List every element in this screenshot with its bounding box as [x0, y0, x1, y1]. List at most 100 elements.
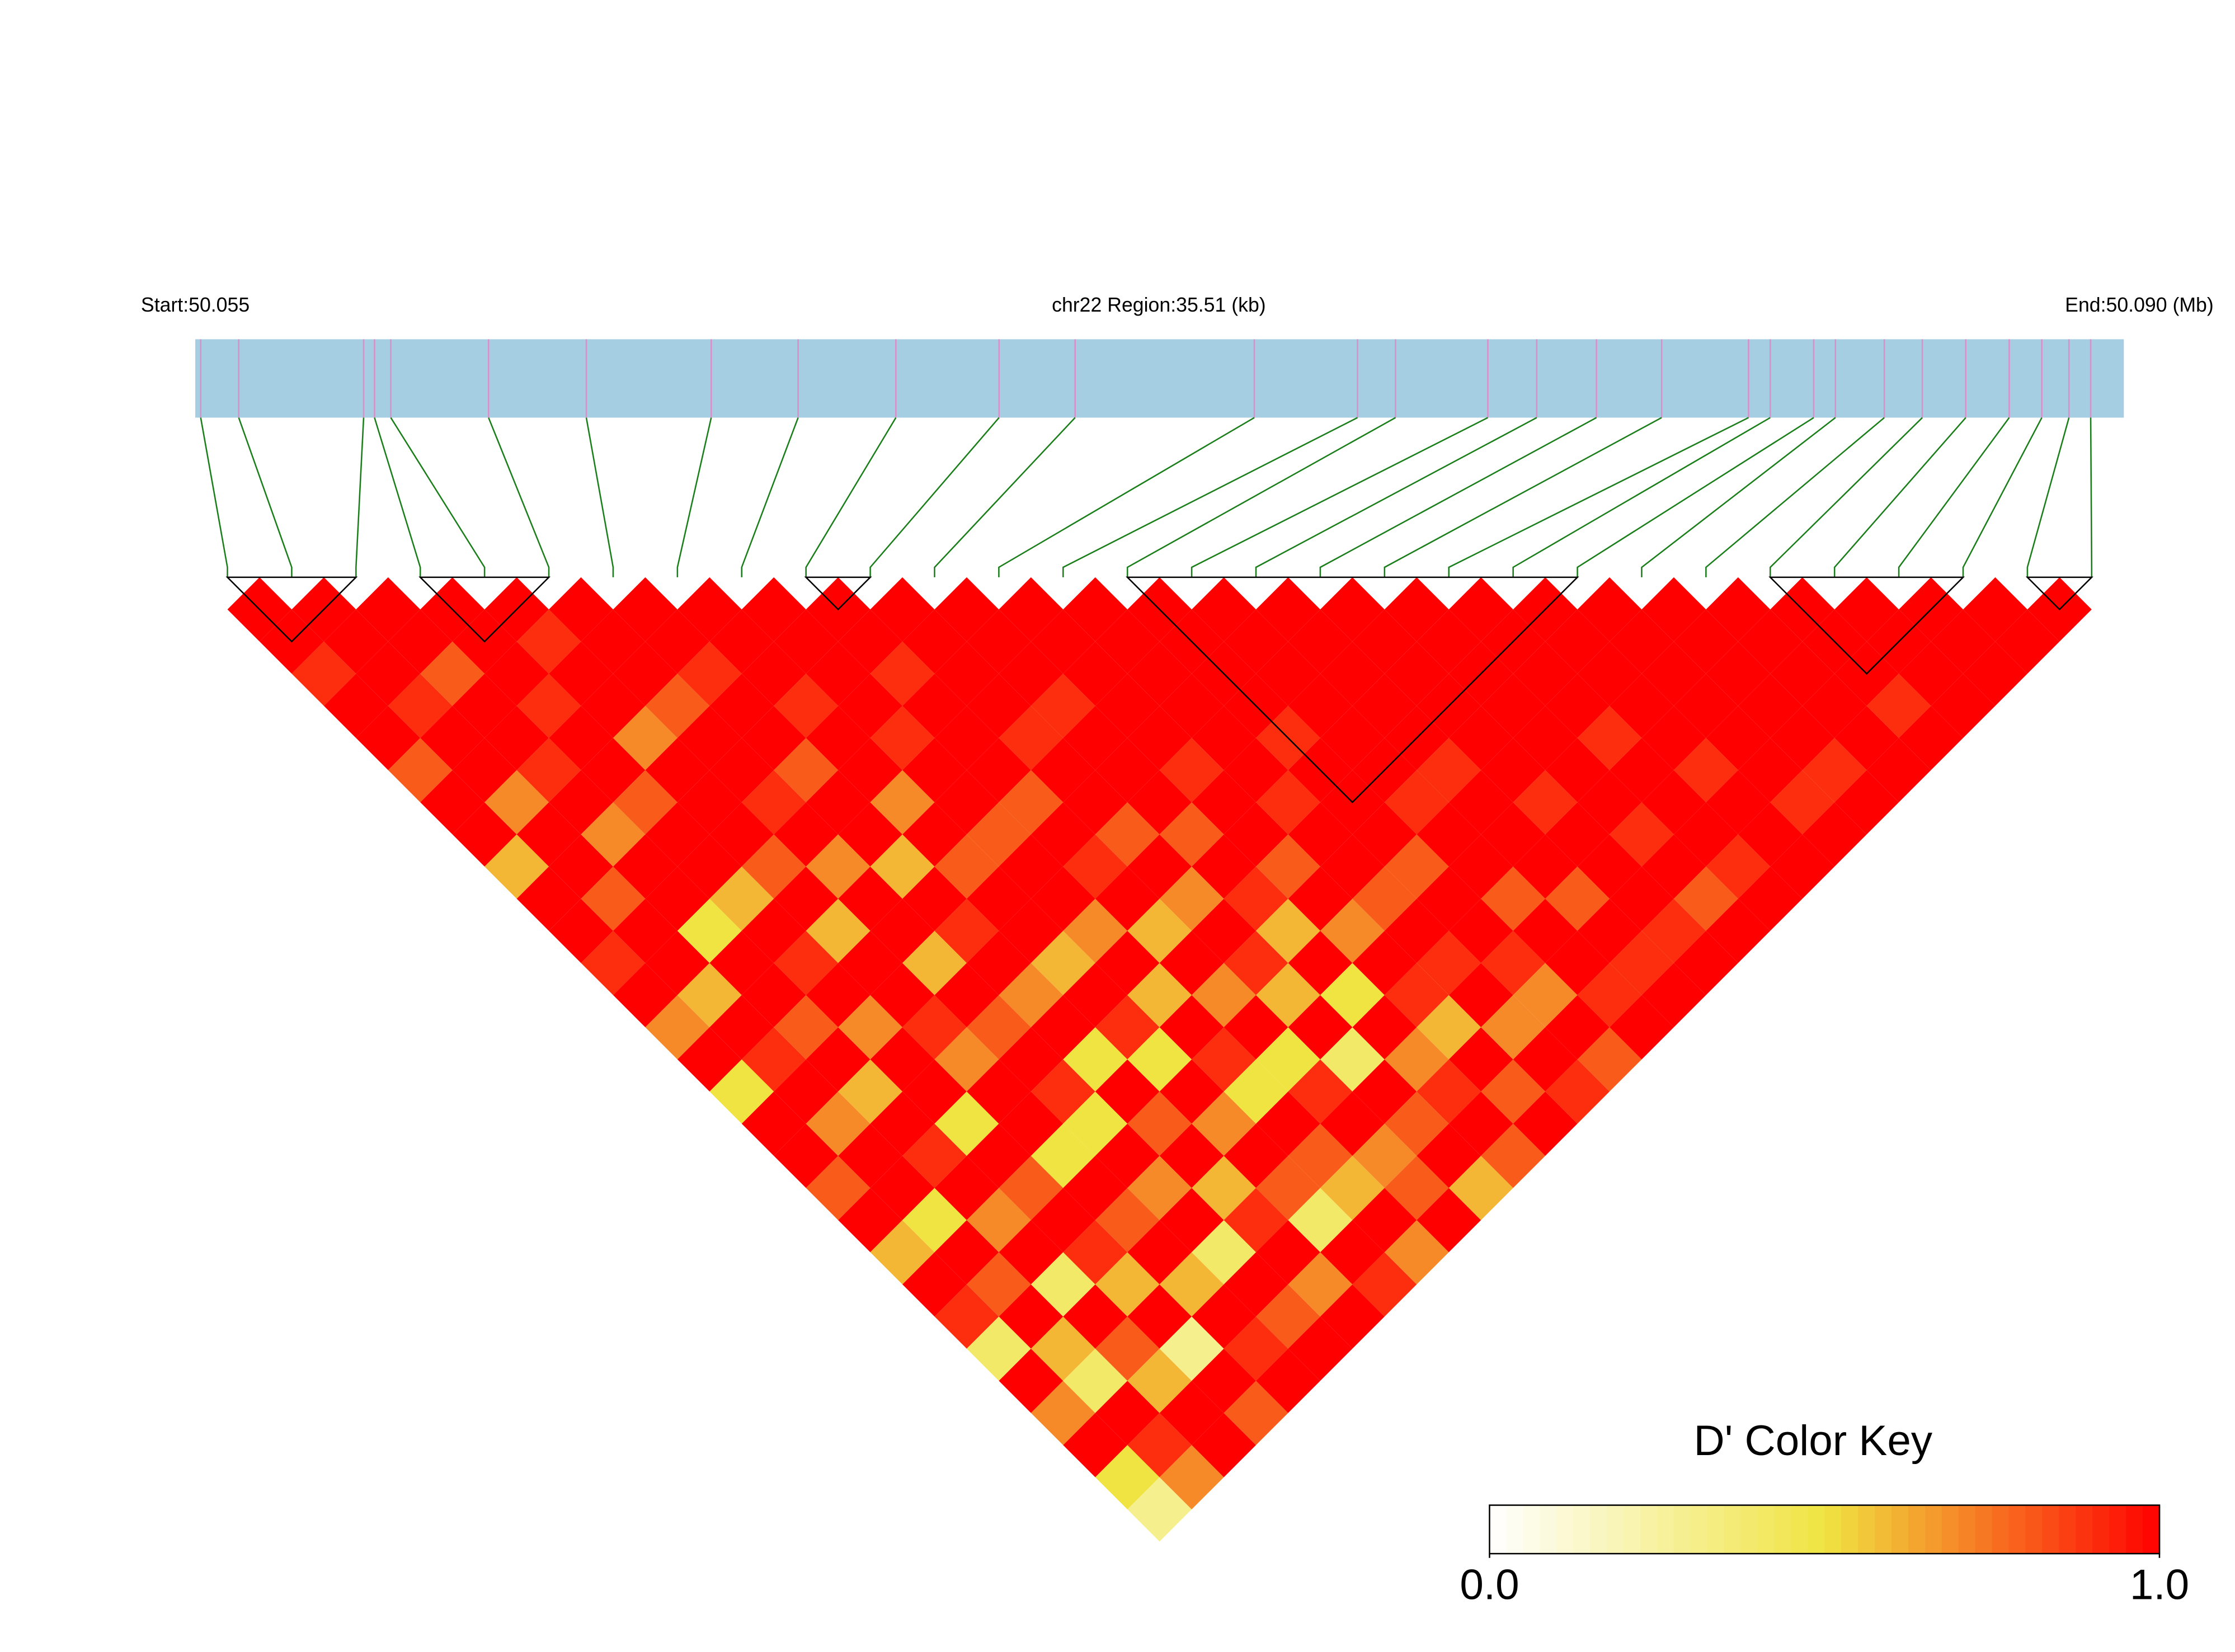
- ld-cell: [549, 770, 613, 835]
- ld-cell: [838, 930, 903, 995]
- color-key-step: [1975, 1505, 1993, 1554]
- ld-cell: [1224, 1059, 1288, 1124]
- ld-cell: [516, 738, 581, 803]
- color-key-step: [1891, 1505, 1909, 1554]
- ld-cell: [1802, 738, 1867, 803]
- ld-cell: [1866, 738, 1931, 803]
- ld-cell: [1095, 1123, 1160, 1188]
- color-key-label: 1.0: [2130, 1561, 2189, 1609]
- ld-cell: [516, 866, 581, 931]
- color-key-step: [2059, 1505, 2077, 1554]
- color-key-step: [1489, 1505, 1507, 1554]
- ld-cell: [581, 674, 646, 738]
- ld-cell: [291, 641, 356, 706]
- ld-cell: [999, 1284, 1064, 1349]
- ld-cell: [934, 577, 999, 642]
- ld-cell: [774, 866, 839, 931]
- ld-cell: [741, 1027, 806, 1092]
- ld-cell: [1513, 1027, 1578, 1092]
- ld-cell: [1481, 1123, 1546, 1188]
- ld-cell: [1063, 641, 1128, 706]
- snp-connector: [238, 417, 293, 577]
- ld-cell: [1641, 641, 1706, 706]
- color-key-step: [1925, 1505, 1943, 1554]
- ld-cell: [645, 738, 710, 803]
- color-key-step: [1673, 1505, 1692, 1554]
- ld-block: [1768, 576, 1965, 675]
- ld-cell: [966, 930, 1031, 995]
- color-key-step: [1607, 1505, 1625, 1554]
- color-key-step: [2126, 1505, 2144, 1554]
- ld-cell: [1963, 641, 2027, 706]
- ld-block: [804, 576, 872, 611]
- ld-cell: [966, 866, 1031, 931]
- ld-cell: [1641, 577, 1706, 642]
- ld-cell: [1706, 834, 1771, 899]
- snp-connector: [2026, 417, 2070, 577]
- ld-cell: [870, 898, 935, 963]
- ld-cell: [1384, 641, 1449, 706]
- color-key-step: [1808, 1505, 1825, 1554]
- ld-cell: [741, 770, 806, 835]
- ld-cell: [1577, 898, 1642, 963]
- ld-cell: [1256, 963, 1320, 1028]
- ld-cell: [1063, 705, 1128, 770]
- ld-cell: [1320, 577, 1385, 642]
- color-key-step: [1540, 1505, 1558, 1554]
- ld-cell: [516, 802, 581, 867]
- ld-cell: [677, 898, 742, 963]
- ld-cell: [1127, 898, 1192, 963]
- ld-cell: [1288, 1316, 1353, 1381]
- snp-connector: [2090, 417, 2093, 577]
- snp-connector: [374, 417, 421, 577]
- ld-cell: [484, 834, 549, 899]
- ld-cell: [388, 738, 453, 803]
- ld-cell: [1513, 834, 1578, 899]
- ld-cell: [1288, 609, 1353, 674]
- ld-cell: [1481, 866, 1546, 931]
- snp-connector: [1962, 417, 2043, 577]
- ld-cell: [1159, 1316, 1224, 1381]
- ld-cell: [1384, 1091, 1449, 1156]
- color-key-step: [1958, 1505, 1976, 1554]
- ld-cell: [1159, 1252, 1224, 1317]
- ld-cell: [1384, 898, 1449, 963]
- ld-cell: [1127, 1027, 1192, 1092]
- ld-cell: [1063, 834, 1128, 899]
- ld-cell: [1384, 1027, 1449, 1092]
- snp-connector: [1126, 417, 1396, 577]
- ld-cell: [1481, 1059, 1546, 1124]
- ld-cell: [1127, 963, 1192, 1028]
- ld-cell: [613, 641, 677, 706]
- ld-cell: [1352, 995, 1417, 1060]
- ld-cell: [1963, 577, 2027, 642]
- end-label: End:50.090 (Mb): [2065, 294, 2214, 316]
- color-key-step: [1556, 1505, 1574, 1554]
- ld-cell: [1127, 641, 1192, 706]
- ld-cell: [1224, 1381, 1288, 1446]
- snp-connector: [1512, 417, 1771, 577]
- ld-cell: [516, 674, 581, 738]
- snp-connector: [1062, 417, 1358, 577]
- ld-cell: [1127, 770, 1192, 835]
- ld-cell: [1159, 738, 1224, 803]
- color-key-step: [1573, 1505, 1591, 1554]
- ld-cell: [1288, 995, 1353, 1060]
- ld-cell: [999, 1027, 1064, 1092]
- snp-connector: [1384, 417, 1662, 577]
- ld-cell: [1706, 770, 1771, 835]
- ld-cell: [999, 705, 1064, 770]
- color-key-step: [1858, 1505, 1876, 1554]
- ld-cell: [1320, 641, 1385, 706]
- ld-cell: [420, 641, 485, 706]
- ld-cell: [1031, 738, 1095, 803]
- ld-cell: [1641, 898, 1706, 963]
- start-label: Start:50.055: [141, 294, 250, 316]
- color-key-step: [1523, 1505, 1541, 1554]
- ld-cell: [870, 1091, 935, 1156]
- ld-cell: [1513, 898, 1578, 963]
- ld-cell: [356, 641, 421, 706]
- color-key-step: [1824, 1505, 1842, 1554]
- ld-cell: [1706, 641, 1771, 706]
- ld-cell: [1931, 674, 1996, 738]
